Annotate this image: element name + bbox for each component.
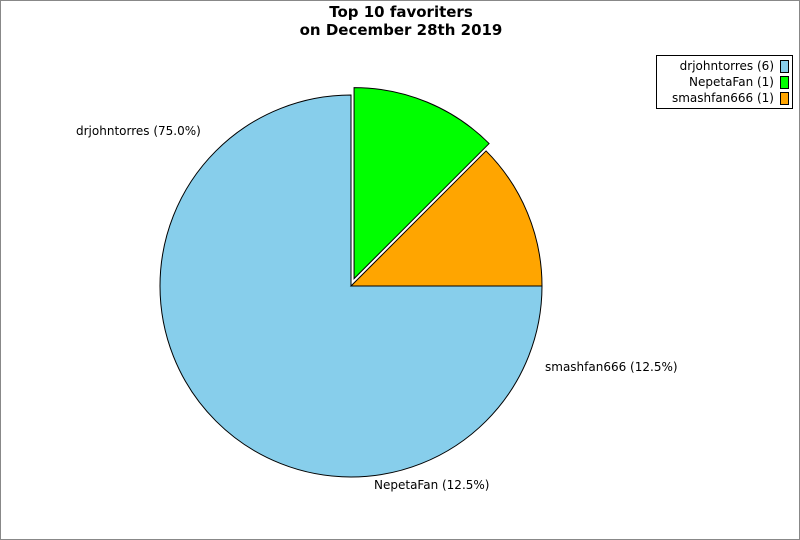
legend-swatch bbox=[780, 75, 789, 89]
legend-item-smashfan666: smashfan666 (1) bbox=[657, 90, 792, 106]
slice-label-smashfan666: smashfan666 (12.5%) bbox=[545, 360, 678, 374]
legend-label: drjohntorres (6) bbox=[679, 59, 774, 73]
legend-label: smashfan666 (1) bbox=[671, 91, 774, 105]
slice-label-drjohntorres: drjohntorres (75.0%) bbox=[76, 124, 201, 138]
chart-title-line2: on December 28th 2019 bbox=[299, 21, 503, 39]
legend-swatch bbox=[780, 59, 789, 73]
pie-slice-nepetafan bbox=[353, 87, 490, 280]
slice-label-nepetafan: NepetaFan (12.5%) bbox=[374, 478, 489, 492]
legend-label: NepetaFan (1) bbox=[689, 75, 774, 89]
pie-slice-smashfan666 bbox=[349, 150, 543, 287]
chart-title-line1: Top 10 favoriters bbox=[329, 3, 473, 21]
pie-slice-drjohntorres bbox=[159, 94, 543, 478]
chart-title: Top 10 favoriters on December 28th 2019 bbox=[1, 3, 799, 39]
legend-item-nepetafan: NepetaFan (1) bbox=[657, 74, 792, 90]
legend-item-drjohntorres: drjohntorres (6) bbox=[657, 58, 792, 74]
chart-legend: drjohntorres (6) NepetaFan (1) smashfan666… bbox=[656, 55, 793, 109]
legend-swatch bbox=[780, 91, 789, 105]
